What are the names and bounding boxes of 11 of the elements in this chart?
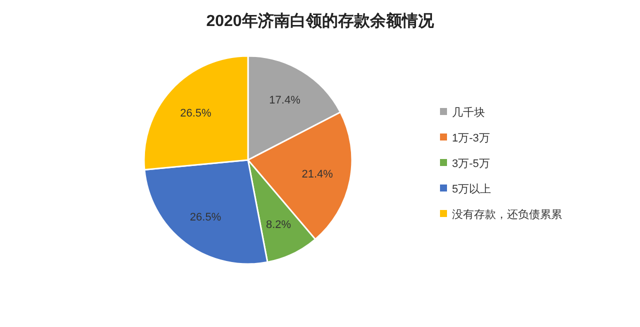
data-label: 26.5% <box>190 212 222 224</box>
data-label: 21.4% <box>302 168 334 181</box>
legend-label: 5万以上 <box>452 182 492 196</box>
legend-label: 没有存款，还负债累累 <box>452 209 562 221</box>
data-label: 26.5% <box>180 107 212 120</box>
legend-label: 1万-3万 <box>452 132 490 144</box>
legend-label: 几千块 <box>452 106 485 119</box>
data-label: 8.2% <box>266 218 292 231</box>
chart-title: 2020年济南白领的存款余额情况 <box>206 12 435 30</box>
data-label: 17.4% <box>269 94 301 107</box>
legend-label: 3万-5万 <box>452 158 490 170</box>
